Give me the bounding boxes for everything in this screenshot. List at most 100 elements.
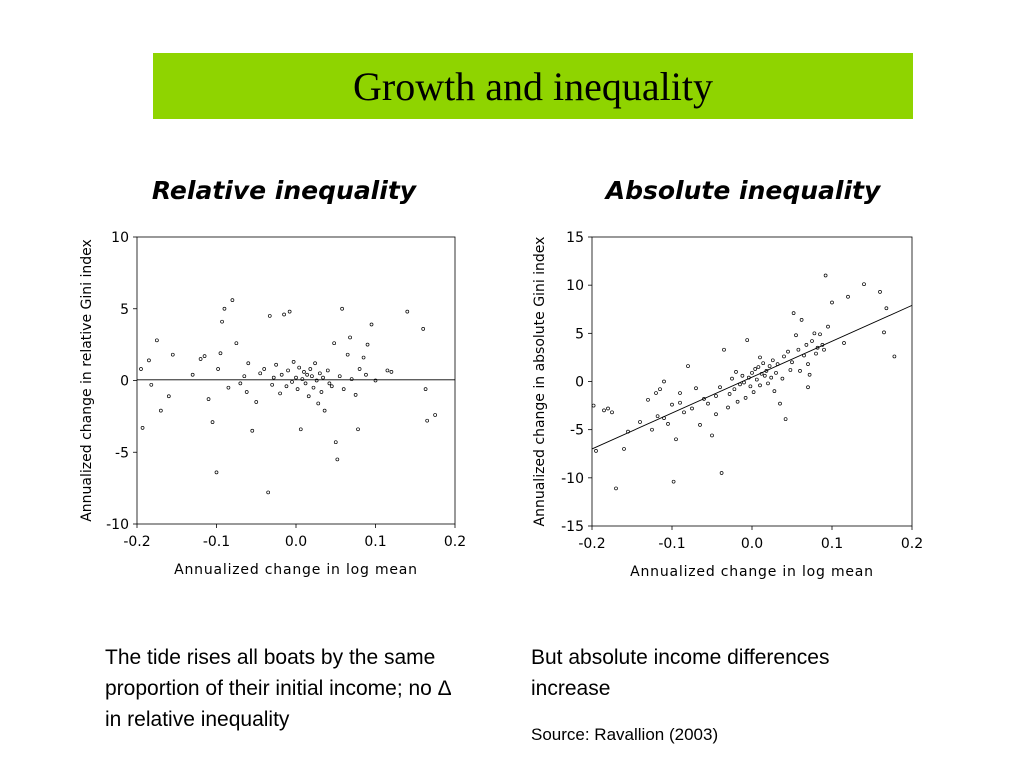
data-point <box>294 375 298 380</box>
data-point <box>327 381 332 386</box>
data-point <box>222 306 227 311</box>
data-point <box>147 358 151 363</box>
left-chart-title: Relative inequality <box>151 176 417 205</box>
data-point <box>332 341 337 346</box>
data-point <box>349 377 354 381</box>
data-point <box>290 380 294 384</box>
data-point <box>421 326 426 331</box>
data-point <box>230 298 235 302</box>
data-point <box>310 374 314 379</box>
data-point <box>202 354 207 358</box>
data-point <box>286 368 290 373</box>
data-point <box>357 367 362 371</box>
data-point <box>365 342 370 347</box>
data-point <box>337 374 342 379</box>
data-point <box>238 381 243 386</box>
data-point <box>244 390 249 394</box>
data-point <box>214 470 219 475</box>
y-tick-label: 5 <box>120 302 129 318</box>
data-point <box>279 372 284 377</box>
x-tick-label: -0.2 <box>123 534 150 550</box>
data-point <box>335 457 340 462</box>
data-point <box>313 361 317 366</box>
data-point <box>198 357 203 361</box>
data-point <box>159 408 163 413</box>
data-point <box>300 377 305 381</box>
data-point <box>356 427 360 432</box>
data-point <box>385 368 390 373</box>
data-point <box>303 381 308 386</box>
data-point <box>345 352 350 357</box>
data-point <box>389 370 394 374</box>
plot-frame <box>136 236 456 525</box>
x-tick-label: 0.2 <box>444 534 466 550</box>
data-point <box>139 367 143 371</box>
data-point <box>341 387 346 391</box>
data-point <box>322 408 327 413</box>
data-point <box>329 384 334 389</box>
y-axis-label: Annualized change in relative Gini index <box>79 239 95 522</box>
data-point <box>287 309 292 314</box>
data-point <box>140 426 145 430</box>
x-tick-label: 0.1 <box>364 534 386 550</box>
data-point <box>284 384 289 389</box>
data-point <box>278 391 282 396</box>
data-point <box>319 390 324 394</box>
data-point <box>274 362 278 367</box>
data-point <box>262 367 267 371</box>
x-tick-label: -0.1 <box>203 534 230 550</box>
data-point <box>246 361 251 366</box>
right-chart-title: Absolute inequality <box>605 176 881 205</box>
data-point <box>206 397 211 402</box>
data-point <box>250 428 255 433</box>
data-point <box>433 413 437 417</box>
data-point <box>364 372 368 377</box>
data-point <box>298 427 303 432</box>
data-point <box>258 371 263 376</box>
data-point <box>271 375 276 380</box>
data-point <box>305 372 309 377</box>
data-point <box>325 368 330 373</box>
data-point <box>210 420 215 424</box>
data-point <box>369 322 374 327</box>
data-point <box>361 355 366 360</box>
data-point <box>340 306 344 311</box>
data-point <box>333 440 338 445</box>
data-point <box>302 370 306 374</box>
data-point <box>270 382 274 387</box>
x-axis-label: Annualized change in log mean <box>174 562 418 578</box>
data-point <box>423 387 428 391</box>
source-note: Source: Ravallion (2003) <box>531 725 719 744</box>
y-tick-label: -10 <box>106 517 129 533</box>
data-point <box>166 394 171 399</box>
data-point <box>216 367 220 371</box>
right-caption: But absolute income differences increase <box>531 646 830 700</box>
y-tick-label: 10 <box>111 230 129 246</box>
data-point <box>291 359 296 364</box>
data-point <box>353 393 358 397</box>
data-point <box>267 314 272 318</box>
data-point <box>348 335 352 340</box>
y-tick-label: 0 <box>120 374 129 390</box>
data-point <box>405 309 410 314</box>
data-point <box>254 400 259 404</box>
y-tick-label: -5 <box>115 445 129 461</box>
data-point <box>226 385 231 390</box>
data-point <box>218 351 223 356</box>
data-point <box>282 312 286 317</box>
data-point <box>155 338 159 343</box>
data-point <box>266 490 271 495</box>
slide-title: Growth and inequality <box>353 63 713 109</box>
data-point <box>170 352 175 357</box>
left-caption: The tide rises all boats by the same pro… <box>105 646 451 731</box>
data-point <box>425 418 430 423</box>
data-point <box>318 371 322 376</box>
data-point <box>220 319 224 324</box>
data-point <box>316 401 321 406</box>
data-point <box>306 394 311 399</box>
data-point <box>190 372 195 377</box>
data-point <box>295 387 300 391</box>
data-point <box>242 374 247 379</box>
data-point <box>297 365 302 370</box>
